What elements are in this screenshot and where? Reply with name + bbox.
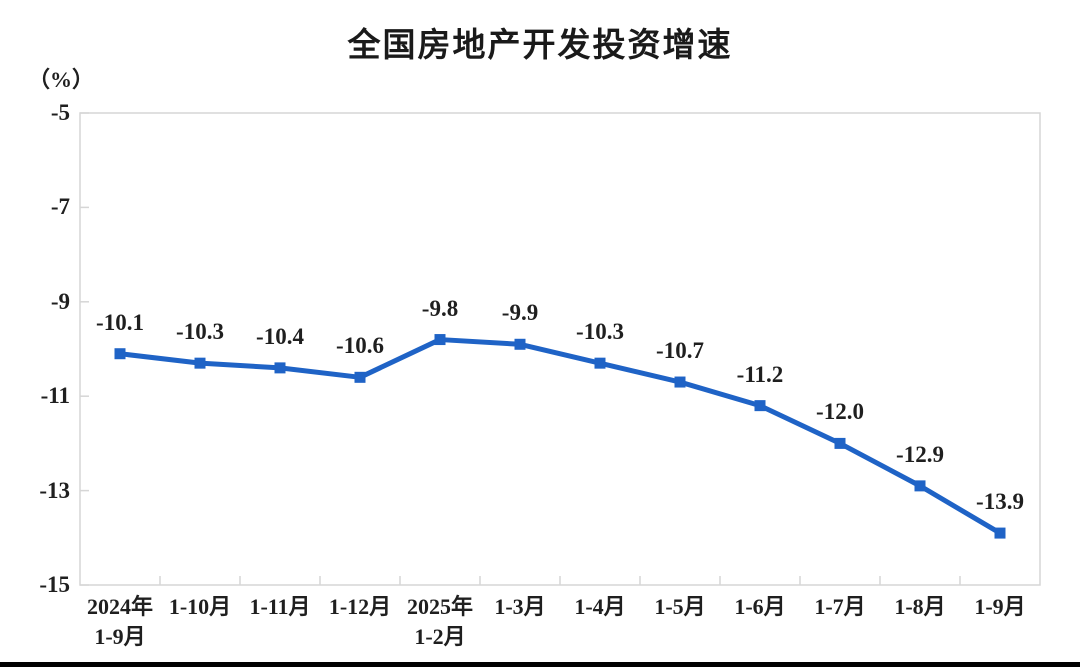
data-label: -9.8 — [421, 295, 459, 321]
y-tick-label: -7 — [50, 194, 70, 220]
data-label: -12.9 — [896, 441, 944, 467]
data-point-marker — [834, 437, 846, 449]
x-category-label: 1-8月 — [894, 594, 946, 619]
data-point-marker — [994, 527, 1006, 539]
data-label: -9.9 — [501, 300, 539, 326]
data-label: -10.6 — [336, 333, 384, 359]
y-tick-label: -9 — [50, 288, 70, 314]
series-line — [117, 337, 1003, 536]
data-point-marker — [594, 357, 606, 369]
data-point-marker — [674, 376, 686, 388]
data-label: -13.9 — [976, 489, 1024, 515]
data-point-marker — [194, 357, 206, 369]
bottom-divider-bar — [0, 662, 1080, 667]
y-tick-label: -5 — [50, 100, 70, 125]
data-label: -10.3 — [176, 319, 224, 345]
data-label: -11.2 — [736, 361, 784, 387]
y-tick-label: -13 — [39, 477, 70, 503]
chart-title: 全国房地产开发投资增速 — [347, 26, 733, 63]
x-category-label: 1-9月 — [974, 594, 1026, 619]
data-point-marker — [434, 334, 446, 346]
x-category-label: 2025年 1-2月 — [406, 594, 473, 649]
data-point-marker — [114, 348, 126, 360]
data-label: -10.1 — [96, 309, 144, 335]
data-point-marker — [754, 400, 766, 412]
x-category-label: 1-5月 — [654, 594, 706, 619]
x-category-label: 1-12月 — [328, 594, 392, 619]
y-axis-unit-label: （%） — [28, 67, 95, 92]
data-label: -12.0 — [816, 399, 864, 425]
x-category-label: 1-4月 — [574, 594, 626, 619]
x-category-label: 1-7月 — [814, 594, 866, 619]
x-category-label: 1-3月 — [494, 594, 546, 619]
plot-frame — [79, 112, 1041, 586]
data-label: -10.7 — [656, 338, 704, 364]
data-point-marker — [914, 480, 926, 492]
data-point-marker — [274, 362, 286, 374]
x-category-label: 1-10月 — [168, 594, 232, 619]
data-label: -10.3 — [576, 319, 624, 345]
data-point-marker — [514, 338, 526, 350]
x-category-label: 1-6月 — [734, 594, 786, 619]
x-category-label: 2024年 1-9月 — [86, 594, 153, 649]
y-tick-label: -11 — [40, 383, 70, 409]
data-label: -10.4 — [256, 323, 304, 349]
data-point-marker — [354, 371, 366, 383]
y-tick-label: -15 — [39, 572, 70, 597]
x-category-label: 1-11月 — [249, 594, 311, 619]
